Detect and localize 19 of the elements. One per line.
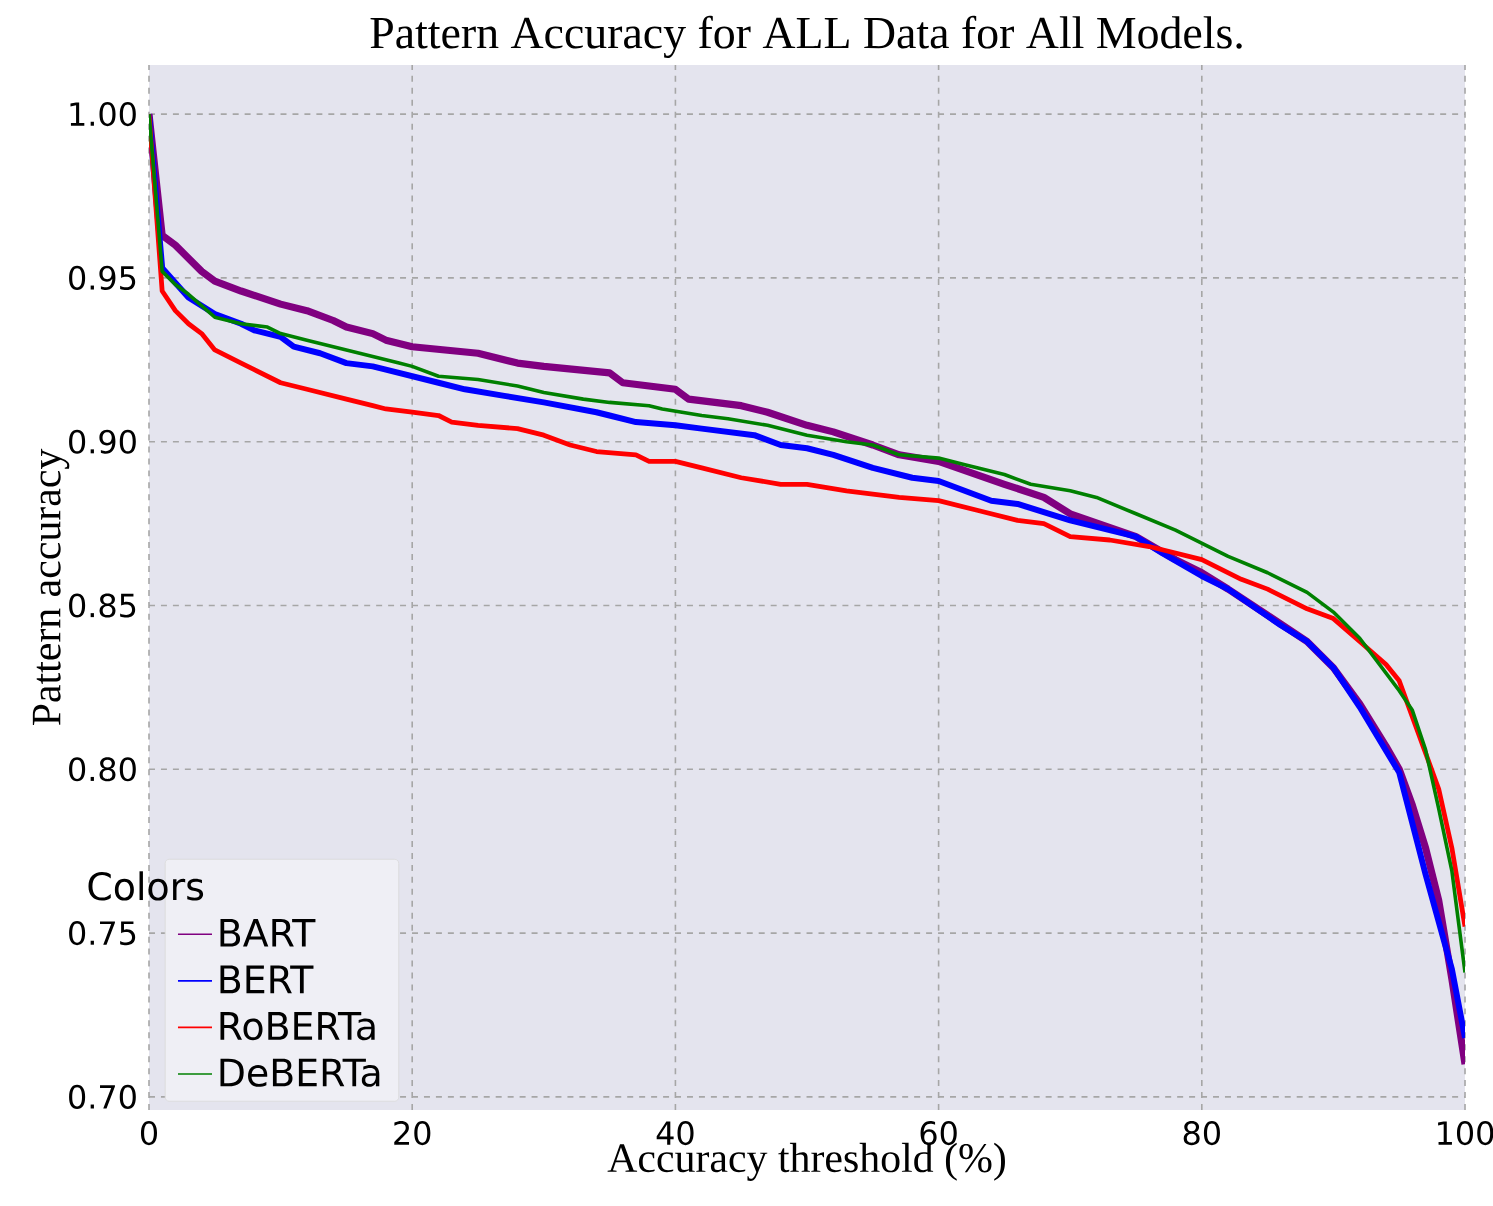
y-tick-label: 0.80 xyxy=(69,757,136,782)
legend-label: RoBERTa xyxy=(220,1012,375,1041)
y-tick-label: 0.75 xyxy=(69,921,136,946)
x-tick-label: 80 xyxy=(1183,1121,1220,1146)
x-tick-label: 0 xyxy=(140,1121,158,1146)
y-tick-label: 0.90 xyxy=(69,429,136,454)
legend-label: DeBERTa xyxy=(220,1058,380,1087)
x-tick-label: 100 xyxy=(1438,1121,1493,1146)
y-tick-label: 0.70 xyxy=(69,1084,136,1109)
legend-label: BART xyxy=(220,919,316,947)
legend-label: BERT xyxy=(220,965,314,994)
y-tick-label: 0.95 xyxy=(69,265,136,290)
y-axis-title: Pattern accuracy xyxy=(32,448,70,726)
x-tick-label: 20 xyxy=(394,1121,431,1146)
y-tick-label: 0.85 xyxy=(69,593,136,618)
chart-title: Pattern Accuracy for ALL Data for All Models. xyxy=(370,15,1242,58)
x-tick-label: 40 xyxy=(656,1121,694,1146)
y-tick-label: 1.00 xyxy=(70,102,136,127)
legend-title: Colors xyxy=(88,871,204,901)
